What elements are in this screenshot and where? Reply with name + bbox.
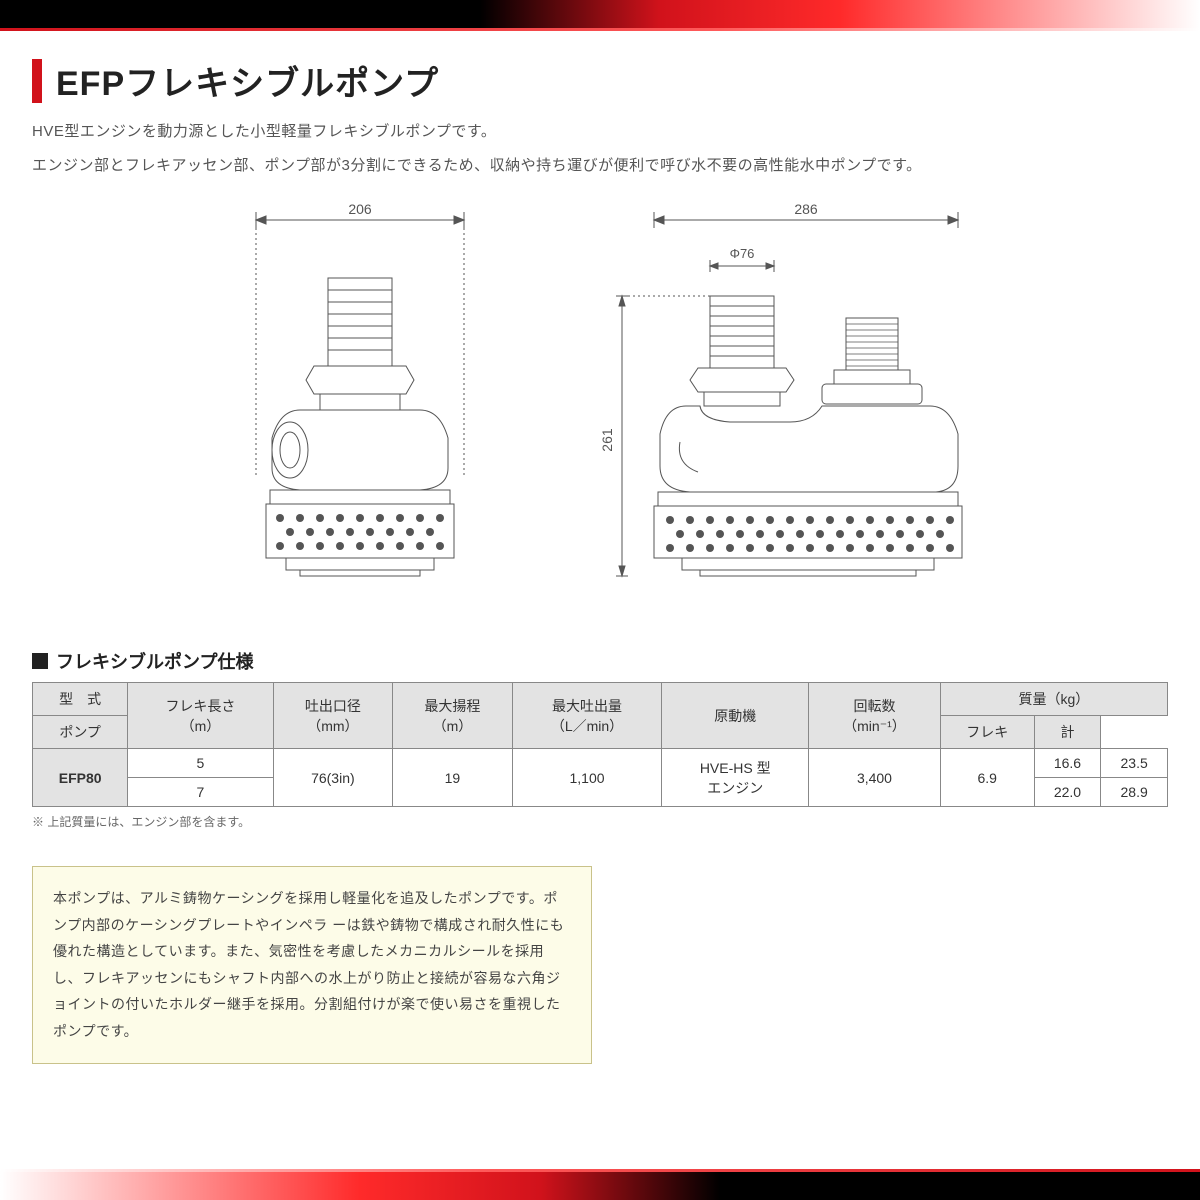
pump-front-view: 206 [210, 198, 510, 618]
table-row: 型 式フレキ長さ（m）吐出口径（mm）最大揚程（m）最大吐出量（L／min）原動… [33, 683, 1168, 716]
description-line-2: エンジン部とフレキアッセン部、ポンプ部が3分割にできるため、収納や持ち運びが便利… [32, 153, 1168, 179]
table-row: EFP80576(3in)191,100HVE‑HS 型エンジン3,4006.9… [33, 749, 1168, 778]
spec-title: フレキシブルポンプ仕様 [56, 648, 253, 674]
title-accent-bar [32, 59, 42, 103]
dim-206: 206 [348, 201, 372, 217]
dim-phi76: Φ76 [730, 246, 755, 261]
spec-table: 型 式フレキ長さ（m）吐出口径（mm）最大揚程（m）最大吐出量（L／min）原動… [32, 682, 1168, 807]
table-footnote: ※ 上記質量には、エンジン部を含ます。 [32, 813, 1168, 830]
page-title: EFPフレキシブルポンプ [56, 56, 439, 105]
dim-286: 286 [794, 201, 818, 217]
technical-diagrams: 206 [32, 198, 1168, 618]
info-box: 本ポンプは、アルミ鋳物ケーシングを採用し軽量化を追及したポンプです。ポンプ内部の… [32, 866, 592, 1064]
square-bullet-icon [32, 653, 48, 669]
spec-section-header: フレキシブルポンプ仕様 [32, 648, 1168, 674]
main-content: EFPフレキシブルポンプ HVE型エンジンを動力源とした小型軽量フレキシブルポン… [0, 28, 1200, 1064]
bottom-accent-band [0, 1172, 1200, 1200]
dim-261: 261 [599, 428, 615, 452]
title-row: EFPフレキシブルポンプ [32, 56, 1168, 105]
top-accent-band [0, 0, 1200, 28]
pump-side-view: 286 Φ76 261 [590, 198, 990, 618]
description-line-1: HVE型エンジンを動力源とした小型軽量フレキシブルポンプです。 [32, 119, 1168, 145]
